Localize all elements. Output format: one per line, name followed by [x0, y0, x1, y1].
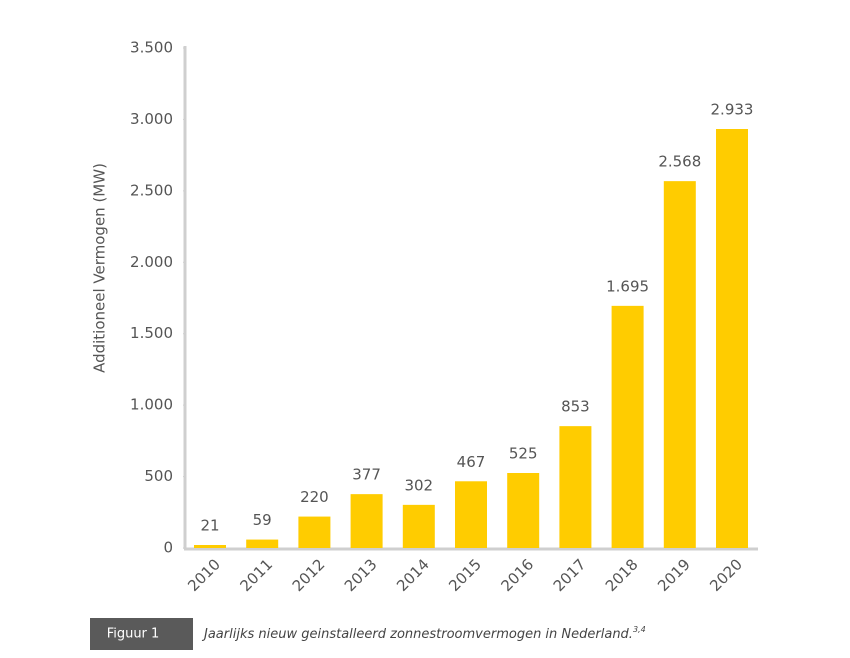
value-label: 2.568 — [658, 153, 701, 171]
x-tick-label: 2020 — [706, 555, 746, 595]
bar — [455, 481, 487, 548]
x-tick-label: 2015 — [445, 555, 485, 595]
x-tick-label: 2014 — [393, 555, 433, 595]
y-axis-label: Additioneel Vermogen (MW) — [91, 163, 109, 373]
y-tick-label: 3.500 — [130, 39, 173, 57]
y-tick-label: 0 — [163, 539, 173, 557]
bar — [194, 545, 226, 548]
x-tick-label: 2011 — [236, 555, 276, 595]
x-tick-label: 2016 — [497, 555, 537, 595]
y-tick-label: 1.000 — [130, 396, 173, 414]
value-label: 21 — [200, 517, 219, 535]
x-tick-label: 2012 — [289, 555, 329, 595]
caption-text: Jaarlijks nieuw geinstalleerd zonnestroo… — [201, 627, 633, 642]
bar — [298, 516, 331, 548]
x-tick-label: 2010 — [184, 555, 224, 595]
value-label: 1.695 — [606, 277, 649, 295]
x-tick-label: 2018 — [602, 555, 642, 595]
y-tick-label: 2.000 — [130, 253, 173, 271]
bar — [611, 305, 644, 548]
figure-label-box — [90, 618, 193, 650]
value-label: 220 — [300, 488, 329, 506]
caption-refs: 3,4 — [633, 625, 646, 634]
value-label: 59 — [253, 511, 272, 529]
bar — [402, 504, 435, 548]
y-tick-label: 500 — [144, 467, 173, 485]
x-tick-label: 2013 — [341, 555, 381, 595]
bar — [716, 129, 748, 548]
value-label: 467 — [457, 453, 486, 471]
y-tick-label: 3.000 — [130, 110, 173, 128]
value-label: 302 — [404, 476, 433, 494]
x-tick-label: 2017 — [550, 555, 590, 595]
value-label: 525 — [509, 445, 538, 463]
bar — [507, 473, 540, 548]
bar — [559, 426, 592, 548]
bar — [246, 539, 279, 548]
bar — [663, 181, 696, 548]
bar — [350, 494, 383, 548]
y-tick-label: 2.500 — [130, 181, 173, 199]
y-tick-label: 1.500 — [130, 324, 173, 342]
value-label: 853 — [561, 398, 590, 416]
caption: Jaarlijks nieuw geinstalleerd zonnestroo… — [201, 625, 646, 642]
value-label: 377 — [352, 466, 381, 484]
value-label: 2.933 — [711, 101, 754, 119]
x-tick-label: 2019 — [654, 555, 694, 595]
figure-label: Figuur 1 — [107, 627, 160, 642]
